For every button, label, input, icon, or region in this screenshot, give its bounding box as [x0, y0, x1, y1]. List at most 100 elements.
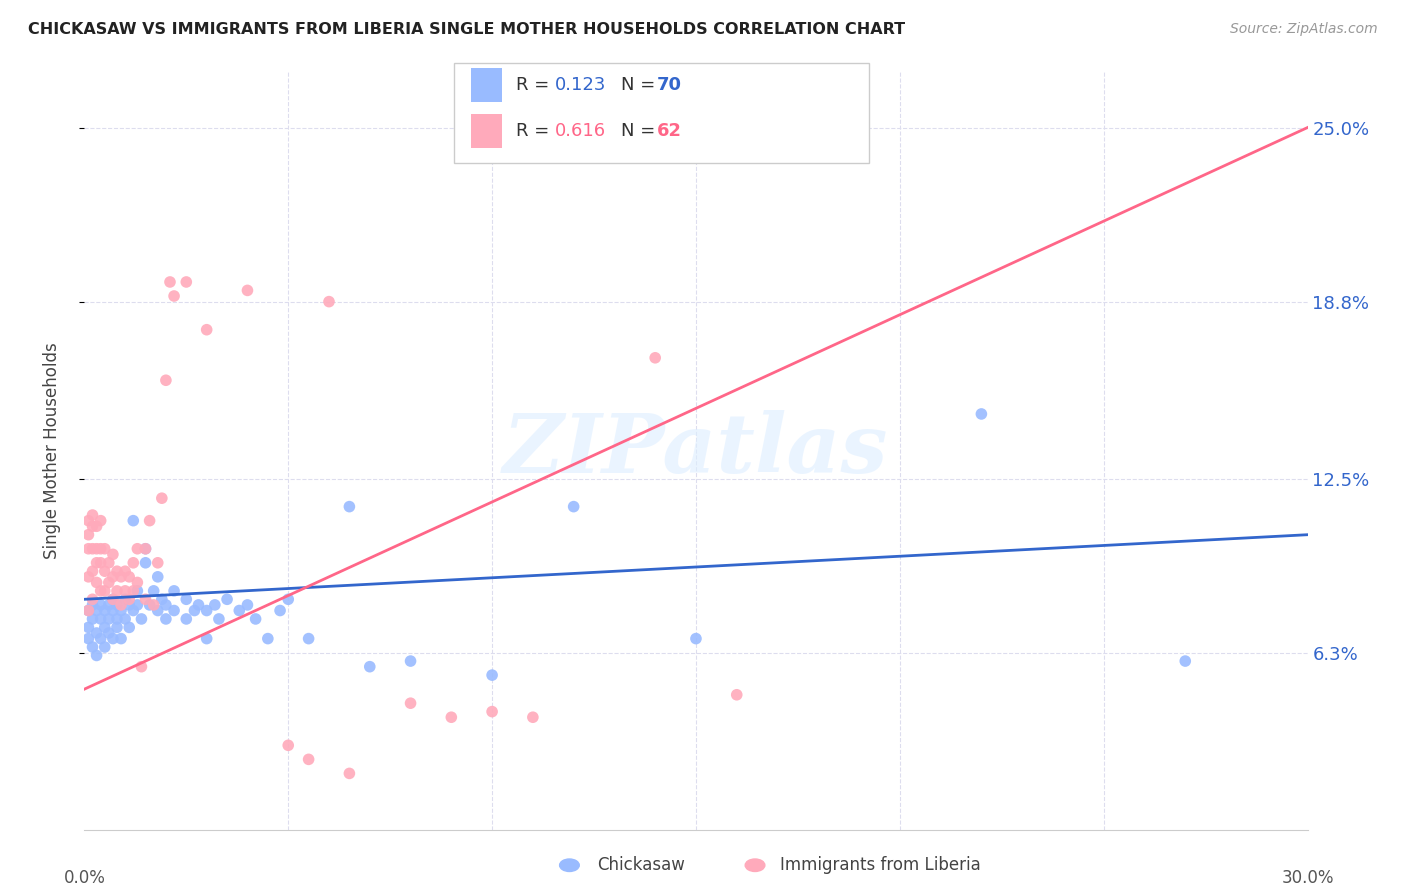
Point	[82, 612, 104, 626]
Point	[101, 592, 124, 607]
Point	[245, 612, 267, 626]
Text: 62: 62	[657, 122, 682, 140]
Point	[90, 612, 112, 626]
Point	[101, 592, 124, 607]
Point	[970, 407, 993, 421]
Text: ZIPatlas: ZIPatlas	[503, 410, 889, 491]
Point	[90, 632, 112, 646]
Text: 0.123: 0.123	[555, 76, 607, 94]
Point	[236, 598, 259, 612]
Point	[82, 640, 104, 654]
Point	[163, 583, 186, 598]
Point	[146, 570, 169, 584]
Point	[90, 598, 112, 612]
Point	[155, 598, 177, 612]
Point	[105, 598, 128, 612]
Point	[155, 612, 177, 626]
Text: Source: ZipAtlas.com: Source: ZipAtlas.com	[1230, 22, 1378, 37]
Point	[86, 556, 108, 570]
Text: 0.0%: 0.0%	[63, 869, 105, 887]
Point	[86, 648, 108, 663]
Point	[138, 598, 160, 612]
Text: N =: N =	[621, 76, 661, 94]
Point	[257, 632, 280, 646]
Point	[155, 373, 177, 387]
Point	[399, 696, 422, 710]
Point	[725, 688, 748, 702]
Point	[131, 612, 153, 626]
Point	[481, 705, 503, 719]
Point	[82, 592, 104, 607]
Point	[399, 654, 422, 668]
Text: R =: R =	[516, 76, 555, 94]
Point	[77, 514, 100, 528]
Point	[1174, 654, 1197, 668]
Point	[217, 592, 239, 607]
Point	[195, 632, 218, 646]
Point	[82, 564, 104, 578]
Point	[86, 541, 108, 556]
Point	[146, 556, 169, 570]
Point	[195, 603, 218, 617]
Point	[93, 564, 115, 578]
Point	[163, 289, 186, 303]
Point	[127, 541, 149, 556]
Point	[114, 612, 136, 626]
Point	[142, 598, 165, 612]
Point	[138, 514, 160, 528]
Point	[86, 603, 108, 617]
Point	[105, 620, 128, 634]
Point	[114, 564, 136, 578]
Point	[277, 592, 299, 607]
Point	[127, 575, 149, 590]
Point	[298, 752, 321, 766]
Point	[93, 583, 115, 598]
Point	[122, 603, 145, 617]
Point	[90, 541, 112, 556]
Point	[101, 570, 124, 584]
Point	[146, 603, 169, 617]
Point	[204, 598, 226, 612]
Point	[135, 556, 157, 570]
Point	[135, 592, 157, 607]
Point	[110, 603, 132, 617]
Point	[339, 766, 361, 780]
Point	[114, 583, 136, 598]
Point	[150, 491, 173, 506]
Point	[86, 626, 108, 640]
Point	[86, 519, 108, 533]
Point	[228, 603, 250, 617]
Point	[685, 632, 707, 646]
Point	[101, 547, 124, 561]
Point	[159, 275, 181, 289]
Point	[236, 284, 259, 298]
Point	[183, 603, 205, 617]
Point	[90, 514, 112, 528]
Point	[82, 598, 104, 612]
Point	[174, 612, 197, 626]
Point	[174, 275, 197, 289]
Point	[142, 583, 165, 598]
Point	[163, 603, 186, 617]
Point	[101, 632, 124, 646]
Point	[118, 570, 141, 584]
Point	[97, 556, 120, 570]
Point	[118, 598, 141, 612]
Point	[118, 620, 141, 634]
Point	[90, 583, 112, 598]
Point	[135, 541, 157, 556]
Text: 0.616: 0.616	[555, 122, 606, 140]
Point	[82, 541, 104, 556]
Point	[174, 592, 197, 607]
Point	[77, 603, 100, 617]
Point	[114, 592, 136, 607]
Point	[77, 527, 100, 541]
Point	[127, 598, 149, 612]
Point	[277, 739, 299, 753]
Point	[269, 603, 291, 617]
Point	[481, 668, 503, 682]
Point	[122, 556, 145, 570]
Point	[93, 603, 115, 617]
Point	[97, 626, 120, 640]
Text: 30.0%: 30.0%	[1281, 869, 1334, 887]
